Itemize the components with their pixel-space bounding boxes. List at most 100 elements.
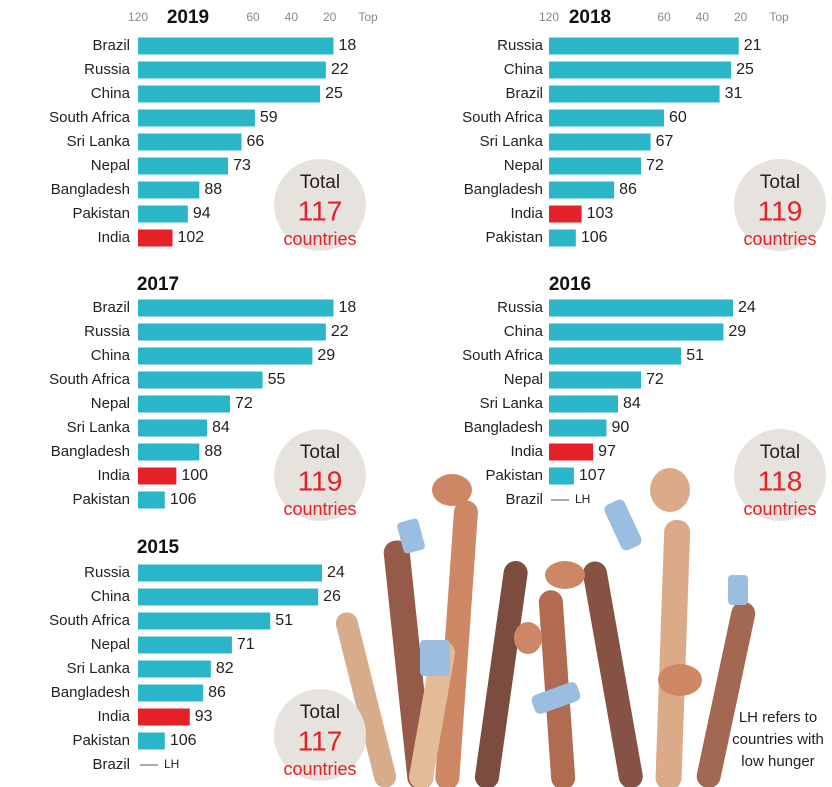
category-label: Bangladesh [51,684,130,701]
category-label: South Africa [462,347,544,364]
bar [549,300,733,317]
category-label: India [97,229,130,246]
total-label: Total [300,172,340,193]
bar [138,348,312,365]
x-tick-label: 40 [285,10,299,24]
value-label: 31 [725,85,743,102]
total-label: Total [300,702,340,723]
value-label: 103 [587,205,614,222]
x-tick-label: 20 [734,10,748,24]
value-label: 22 [331,323,349,340]
bar [138,38,334,55]
footnote: LH refers to [739,709,817,726]
category-label: Bangladesh [51,181,130,198]
value-label: LH [575,492,590,506]
chart-title: 2017 [137,274,179,295]
hands-illustration [334,468,758,787]
category-label: Sri Lanka [480,133,544,150]
bar [138,420,207,437]
total-count: 119 [298,465,343,496]
x-tick-label: 60 [657,10,671,24]
category-label: South Africa [49,612,131,629]
bar [138,182,199,199]
bar [549,158,641,175]
value-label: 59 [260,109,278,126]
value-label: 73 [233,157,251,174]
category-label: India [510,443,543,460]
category-label: Pakistan [72,491,130,508]
value-label: 26 [323,588,341,605]
total-label: Total [760,442,800,463]
footnote: low hunger [741,753,814,770]
category-label: Brazil [505,85,543,102]
x-tick-label: 20 [323,10,337,24]
value-label: 24 [327,564,345,581]
category-label: China [504,61,544,78]
footnote: countries with [732,731,824,748]
value-label: 72 [646,371,664,388]
bar [549,324,723,341]
category-label: Sri Lanka [67,419,131,436]
value-label: 67 [656,133,674,150]
category-label: Brazil [92,37,130,54]
category-label: Russia [84,323,131,340]
value-label: 100 [181,467,208,484]
bar [138,134,242,151]
category-label: India [97,708,130,725]
bar [549,134,651,151]
total-unit: countries [283,499,356,519]
chart-title: 2015 [137,537,180,558]
bar [549,206,582,223]
category-label: China [504,323,544,340]
category-label: Pakistan [72,732,130,749]
value-label: LH [164,757,179,771]
total-unit: countries [743,229,816,249]
value-label: 29 [728,323,746,340]
value-label: 86 [619,181,637,198]
bar [138,709,190,726]
value-label: 18 [339,37,357,54]
bar [549,110,664,127]
value-label: 84 [623,395,641,412]
category-label: Sri Lanka [67,133,131,150]
total-unit: countries [283,229,356,249]
value-label: 72 [235,395,253,412]
page: {"chart_data": [ {"type": "bar", "title"… [0,0,832,787]
bar [138,589,318,606]
value-label: 84 [212,419,230,436]
category-label: Russia [497,37,544,54]
value-label: 21 [744,37,762,54]
category-label: Bangladesh [51,443,130,460]
value-label: 102 [178,229,205,246]
bar [138,110,255,127]
category-label: India [97,467,130,484]
value-label: 25 [325,85,343,102]
value-label: 55 [268,371,286,388]
category-label: Pakistan [72,205,130,222]
category-label: South Africa [462,109,544,126]
category-label: Pakistan [485,229,543,246]
bar [138,637,232,654]
bar [138,492,165,509]
bar [138,230,173,247]
bar [138,468,176,485]
bar [549,348,681,365]
value-label: 82 [216,660,234,677]
chart-title: 2019 [167,7,209,28]
bar [549,372,641,389]
value-label: 18 [339,299,357,316]
value-label: 71 [237,636,255,653]
x-tick-label: Top [358,10,378,24]
category-label: China [91,588,131,605]
total-label: Total [300,442,340,463]
bar [549,230,576,247]
category-label: Sri Lanka [67,660,131,677]
category-label: Nepal [91,395,130,412]
bar [138,613,270,630]
value-label: 51 [686,347,704,364]
bar [138,324,326,341]
category-label: Russia [84,564,131,581]
total-unit: countries [283,759,356,779]
infographic: Total117countries2019120604020TopBrazil1… [0,0,832,787]
bar [138,444,199,461]
